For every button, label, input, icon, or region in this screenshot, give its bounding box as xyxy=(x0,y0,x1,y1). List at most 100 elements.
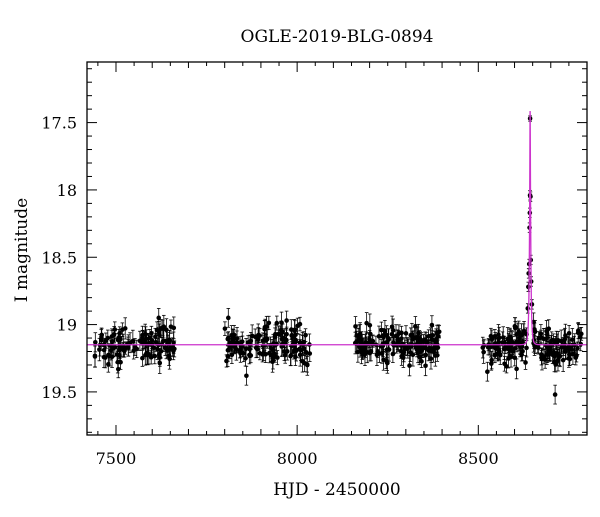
data-point xyxy=(153,327,158,346)
point-marker xyxy=(303,332,308,338)
point-marker xyxy=(163,346,169,352)
data-point xyxy=(106,343,111,367)
point-marker xyxy=(140,337,146,342)
data-point xyxy=(225,345,231,367)
point-marker xyxy=(567,347,572,353)
point-marker xyxy=(153,334,158,340)
point-marker xyxy=(97,347,102,352)
point-marker xyxy=(375,349,380,354)
point-marker xyxy=(368,349,374,354)
point-marker xyxy=(357,331,363,337)
data-point xyxy=(399,346,404,366)
point-marker xyxy=(395,337,400,343)
point-marker xyxy=(546,345,552,351)
data-point xyxy=(122,317,128,340)
point-marker xyxy=(413,344,419,349)
data-point xyxy=(536,331,541,346)
data-point xyxy=(248,347,254,364)
point-marker xyxy=(413,323,418,329)
point-marker xyxy=(433,339,439,345)
point-marker xyxy=(519,344,525,349)
point-marker xyxy=(496,339,502,345)
point-marker xyxy=(272,334,278,340)
data-point xyxy=(558,329,564,353)
data-point xyxy=(552,384,558,405)
data-point xyxy=(284,310,289,331)
point-marker xyxy=(244,373,249,379)
data-point xyxy=(297,333,303,352)
model-curve xyxy=(87,110,587,346)
point-marker xyxy=(399,353,404,359)
point-marker xyxy=(168,324,174,329)
data-point xyxy=(243,350,248,367)
data-point xyxy=(413,338,419,356)
data-point xyxy=(92,345,98,368)
point-marker xyxy=(272,353,278,359)
data-point xyxy=(538,324,544,344)
data-point xyxy=(140,349,145,367)
point-marker xyxy=(253,345,259,350)
point-marker xyxy=(227,345,233,350)
x-tick-label: 8500 xyxy=(458,449,499,468)
data-point xyxy=(526,281,531,292)
point-marker xyxy=(156,315,162,321)
point-marker xyxy=(481,349,486,355)
data-point xyxy=(252,328,258,345)
data-point xyxy=(496,330,502,354)
x-axis-label: HJD - 2450000 xyxy=(273,480,401,500)
point-marker xyxy=(390,328,396,333)
data-point xyxy=(562,327,568,351)
point-marker xyxy=(234,339,240,345)
point-marker xyxy=(359,346,364,352)
data-point xyxy=(288,345,294,366)
point-marker xyxy=(407,363,412,368)
point-marker xyxy=(116,352,122,358)
point-marker xyxy=(497,349,502,354)
point-marker xyxy=(295,323,300,329)
data-point xyxy=(485,361,490,382)
point-marker xyxy=(274,320,280,326)
data-point xyxy=(426,339,431,362)
data-point xyxy=(163,339,169,360)
point-marker xyxy=(157,352,162,358)
point-marker xyxy=(122,326,128,331)
y-axis-label: I magnitude xyxy=(12,198,32,302)
data-point xyxy=(171,316,177,340)
data-point xyxy=(512,349,518,367)
data-point xyxy=(230,328,235,351)
point-marker xyxy=(552,392,558,397)
data-point xyxy=(103,346,108,369)
data-point xyxy=(226,308,231,328)
point-marker xyxy=(536,336,541,341)
point-marker xyxy=(248,353,254,358)
point-marker xyxy=(485,369,490,375)
point-marker xyxy=(515,331,521,336)
data-point xyxy=(390,318,396,343)
data-point xyxy=(134,339,140,359)
point-marker xyxy=(230,337,235,342)
data-point xyxy=(514,358,519,380)
data-point xyxy=(248,331,254,350)
point-marker xyxy=(562,336,568,342)
point-marker xyxy=(108,348,114,353)
point-marker xyxy=(270,359,275,365)
data-point xyxy=(570,343,576,365)
point-marker xyxy=(262,326,267,332)
point-marker xyxy=(524,345,529,351)
data-point xyxy=(105,329,111,347)
data-point xyxy=(401,342,407,363)
data-point xyxy=(378,339,384,354)
point-marker xyxy=(403,331,409,336)
point-marker xyxy=(381,332,386,338)
data-point xyxy=(570,328,575,352)
data-point xyxy=(261,345,266,361)
point-marker xyxy=(566,330,572,336)
data-point xyxy=(436,325,442,339)
data-point xyxy=(109,328,115,345)
point-marker xyxy=(238,347,243,353)
data-point xyxy=(489,351,494,370)
point-marker xyxy=(277,332,283,337)
y-tick-label: 19.5 xyxy=(41,383,77,402)
point-marker xyxy=(538,331,544,336)
data-point xyxy=(272,327,278,347)
